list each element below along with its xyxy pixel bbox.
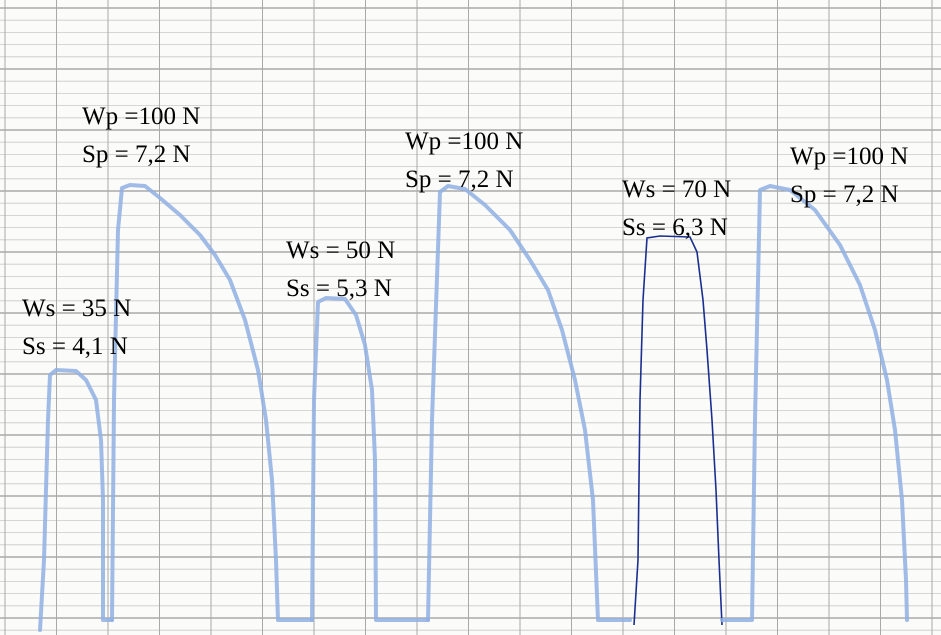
trace [310, 296, 430, 622]
trace [426, 184, 632, 622]
weight-label: Wp =100 N [790, 143, 908, 170]
annotation: Ws = 70 N Ss = 6,3 N [622, 176, 731, 241]
force-label: Sp = 7,2 N [82, 141, 191, 168]
annotation: Wp =100 N Sp = 7,2 N [405, 128, 523, 193]
weight-label: Ws = 50 N [286, 237, 395, 264]
traces [38, 183, 909, 632]
trace [720, 184, 909, 622]
weight-label: Wp =100 N [82, 103, 200, 130]
trace [633, 235, 723, 626]
force-label: Sp = 7,2 N [405, 166, 514, 193]
annotation: Wp =100 N Sp = 7,2 N [82, 103, 200, 168]
annotation: Wp =100 N Sp = 7,2 N [790, 143, 908, 208]
weight-label: Wp =100 N [405, 128, 523, 155]
annotation: Ws = 50 N Ss = 5,3 N [286, 237, 395, 302]
weight-label: Ws = 35 N [22, 295, 131, 322]
force-label: Ss = 5,3 N [286, 275, 392, 302]
weight-label: Ws = 70 N [622, 176, 731, 203]
trace [110, 183, 314, 622]
force-label: Ss = 6,3 N [622, 214, 728, 241]
annotation: Ws = 35 N Ss = 4,1 N [22, 295, 131, 360]
trace [38, 368, 114, 632]
annotations: Ws = 35 N Ss = 4,1 N Wp =100 N Sp = 7,2 N … [22, 103, 908, 360]
force-label: Ss = 4,1 N [22, 333, 128, 360]
force-label: Sp = 7,2 N [790, 181, 899, 208]
